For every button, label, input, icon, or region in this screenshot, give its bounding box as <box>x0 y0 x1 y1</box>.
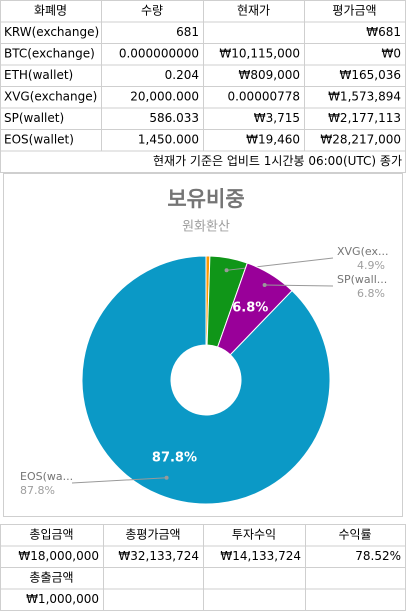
cell-text: ₩3,715 <box>254 111 300 125</box>
pie-slice <box>81 255 331 505</box>
legend-label: XVG(ex... <box>337 245 388 258</box>
cell-text: 수익률 <box>338 527 371 541</box>
cell-text: ₩0 <box>382 46 402 60</box>
cell-text: ₩32,133,724 <box>118 549 199 563</box>
legend-label: SP(wall... <box>337 273 387 286</box>
legend-value: 6.8% <box>357 287 385 300</box>
cell-text: ETH(wallet) <box>4 68 73 82</box>
legend-value: 87.8% <box>20 484 55 497</box>
cell-text: 화폐명 <box>34 3 67 17</box>
cell-text: 0.000000000 <box>119 46 199 60</box>
cell-text: 0.00000778 <box>227 89 300 103</box>
cell-text: ₩165,036 <box>340 68 402 82</box>
leader-dot <box>224 268 229 273</box>
leader-line <box>264 284 334 287</box>
cell-text: ₩1,573,894 <box>328 89 401 103</box>
cell-text: ₩19,460 <box>246 132 300 146</box>
leader-line <box>71 477 167 484</box>
legend-label: EOS(wa... <box>20 470 73 483</box>
cell-text: ₩28,217,000 <box>320 132 401 146</box>
cell-text: 20,000.000 <box>130 89 199 103</box>
leader-dot <box>262 283 267 288</box>
slice-label: 87.8% <box>152 451 197 466</box>
cell-text: 681 <box>176 25 199 39</box>
cell-text: 총입금액 <box>29 527 73 541</box>
leader-dot <box>164 475 169 480</box>
cell-text: ₩1,000,000 <box>26 592 99 606</box>
cell-text: ₩18,000,000 <box>18 549 99 563</box>
cell-text: 586.033 <box>149 111 199 125</box>
cell-text: KRW(exchange) <box>4 25 99 39</box>
cell-text: ₩10,115,000 <box>219 46 300 60</box>
leader-line <box>226 257 334 271</box>
chart-title: 보유비중 <box>167 187 244 211</box>
cell-text: 현재가 기준은 업비트 1시간봉 06:00(UTC) 종가 <box>153 154 402 168</box>
cell-text: EOS(wallet) <box>4 132 74 146</box>
cell-text: 수량 <box>141 3 163 17</box>
cell-text: 1,450.000 <box>138 132 199 146</box>
chart-subtitle: 원화환산 <box>182 220 230 235</box>
legend-value: 4.9% <box>357 259 385 272</box>
cell-text: 평가금액 <box>332 3 376 17</box>
cell-text: XVG(exchange) <box>4 89 97 103</box>
cell-text: 0.204 <box>165 68 199 82</box>
cell-text: 투자수익 <box>232 527 276 541</box>
cell-text: ₩681 <box>366 25 401 39</box>
cell-text: SP(wallet) <box>4 111 64 125</box>
cell-text: BTC(exchange) <box>4 46 95 60</box>
cell-text: 78.52% <box>355 549 401 563</box>
slice-label: 6.8% <box>232 301 268 316</box>
cell-text: ₩14,133,724 <box>220 549 301 563</box>
cell-text: 현재가 <box>237 3 270 17</box>
cell-text: 총평가금액 <box>125 527 180 541</box>
cell-text: 총출금액 <box>29 570 73 584</box>
cell-text: ₩809,000 <box>239 68 301 82</box>
cell-text: ₩2,177,113 <box>328 111 401 125</box>
